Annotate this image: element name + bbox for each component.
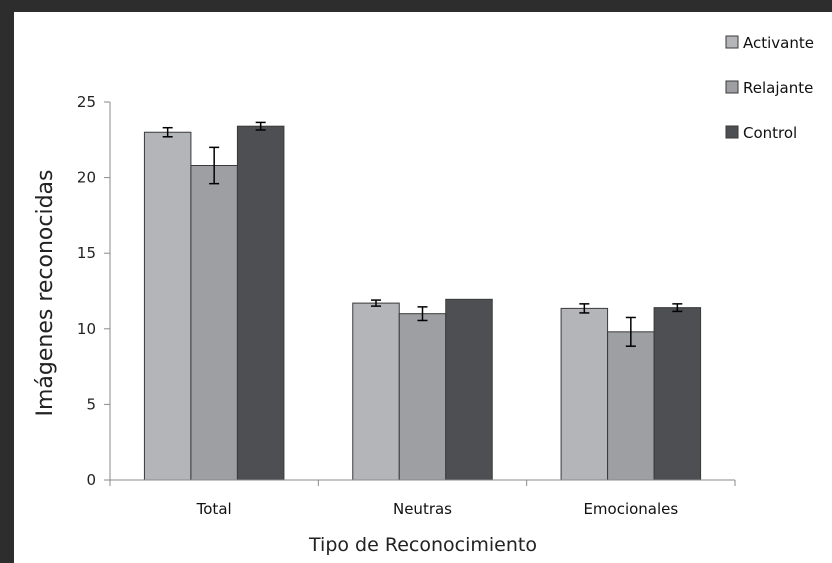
y-tick-label: 10 bbox=[77, 320, 96, 338]
y-tick-label: 15 bbox=[77, 244, 96, 262]
legend: Activante Relajante Control bbox=[725, 34, 814, 142]
y-tick-label: 25 bbox=[77, 93, 96, 111]
bar-relajante-neutras bbox=[398, 313, 447, 481]
bar-activante-total bbox=[143, 131, 192, 481]
y-tick-label: 5 bbox=[86, 395, 96, 413]
bar-control-total bbox=[236, 125, 285, 481]
legend-swatch-relajante bbox=[725, 80, 739, 94]
bar-control-neutras bbox=[445, 298, 493, 481]
bar-relajante-total bbox=[190, 165, 238, 481]
bar-activante-neutras bbox=[352, 302, 400, 481]
legend-label-control: Control bbox=[743, 124, 797, 142]
y-tick-label: 20 bbox=[77, 169, 96, 187]
bar-control-emocionales bbox=[653, 307, 702, 481]
x-category-label: Neutras bbox=[393, 500, 452, 518]
x-ticks-layer: Total Neutras Emocionales bbox=[109, 480, 736, 518]
bar-relajante-emocionales bbox=[607, 331, 655, 481]
bar-activante-emocionales bbox=[560, 307, 609, 481]
x-axis-title: Tipo de Reconocimiento bbox=[308, 534, 537, 556]
x-category-label: Total bbox=[196, 500, 232, 518]
legend-swatch-control bbox=[725, 125, 739, 139]
y-ticks-layer: 0 5 10 15 20 25 bbox=[77, 93, 110, 489]
error-bars-layer bbox=[162, 121, 683, 347]
x-category-label: Emocionales bbox=[583, 500, 678, 518]
legend-label-relajante: Relajante bbox=[743, 79, 813, 97]
y-tick-label: 0 bbox=[86, 471, 96, 489]
y-axis-title: Imágenes reconocidas bbox=[33, 169, 58, 416]
legend-swatch-activante bbox=[725, 35, 739, 49]
legend-label-activante: Activante bbox=[743, 34, 814, 52]
